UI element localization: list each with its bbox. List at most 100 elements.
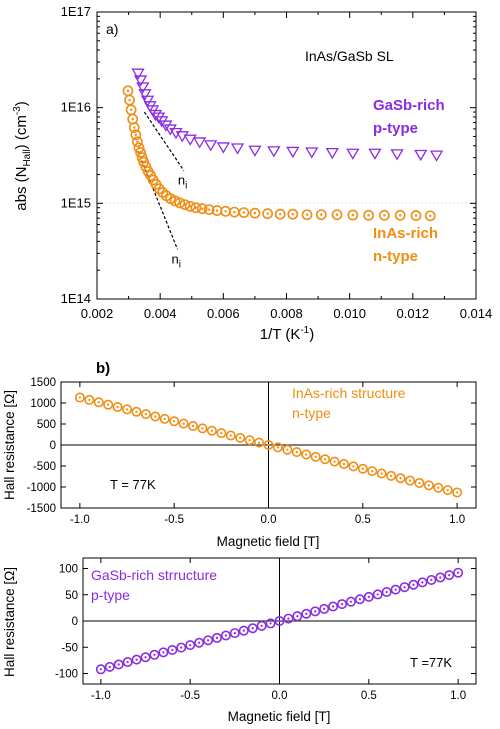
data-point-gasb <box>159 120 173 132</box>
data-point-inas-dot <box>278 212 282 216</box>
data-point-gasb <box>368 148 382 160</box>
y-tick-label: 50 <box>65 590 78 602</box>
x-tick-label: 0.5 <box>361 690 377 702</box>
data-point-inas <box>132 136 143 148</box>
x-tick-label-a: 0.014 <box>460 306 493 321</box>
data-point-dot <box>399 477 402 480</box>
data-point <box>426 574 437 585</box>
data-point-gasb <box>267 146 281 158</box>
data-point <box>122 404 133 415</box>
data-point <box>354 594 365 605</box>
data-point-gasb <box>286 146 300 159</box>
data-point-dot <box>439 576 442 579</box>
data-point-dot <box>371 470 374 473</box>
x-tick-label-a: 0.008 <box>270 306 303 321</box>
data-point <box>185 640 196 651</box>
data-point-inas <box>196 203 208 215</box>
y-tick-label: 100 <box>59 564 78 576</box>
data-point-dot <box>135 410 138 413</box>
data-point-inas <box>135 147 146 158</box>
data-point-dot <box>342 462 346 466</box>
data-point-gasb <box>140 95 155 107</box>
data-point <box>301 608 312 619</box>
data-point <box>178 418 189 429</box>
data-point-gasb <box>414 149 428 162</box>
data-point <box>301 449 312 460</box>
y-tick-label: -1000 <box>27 482 56 494</box>
data-point-dot <box>233 631 236 635</box>
data-point-inas-dot <box>128 98 131 102</box>
data-point-dot <box>239 436 242 439</box>
data-point-gasb <box>248 145 262 157</box>
data-point-dot <box>276 446 280 449</box>
y-tick-label-a: 1E14 <box>61 291 91 306</box>
data-point-dot <box>437 486 440 489</box>
data-point-dot <box>376 593 379 596</box>
data-point-dot <box>267 443 270 447</box>
panel-a: 0.002 0.004 0.006 0.008 0.010 0.012 0.014 1E14… <box>12 4 492 343</box>
data-point-inas <box>128 122 140 133</box>
y-tick-label: 1000 <box>30 398 56 410</box>
data-point-gasb <box>169 128 183 140</box>
plot-frame-a <box>96 11 477 300</box>
data-point-inas <box>424 210 436 222</box>
x-ticks-a: 0.002 0.004 0.006 0.008 0.010 0.012 0.014 <box>81 12 493 321</box>
data-point-gasb <box>305 147 319 159</box>
data-point <box>229 628 240 639</box>
panel-b: b) -1.0 -0.5 0.0 0.5 1.0 -1500 -1000 -500 0 500 1… <box>2 360 477 549</box>
data-point-dot <box>107 403 110 406</box>
data-point-inas <box>394 209 406 221</box>
y-tick-label-a: 1E17 <box>61 4 91 19</box>
data-point-dot <box>390 474 393 477</box>
x-axis-title-a: 1/T (K-1) <box>260 325 314 343</box>
y-tick-label: -500 <box>33 461 56 473</box>
data-point <box>167 644 178 655</box>
data-point <box>265 618 276 629</box>
data-point <box>113 659 124 670</box>
x-tick-label-a: 0.004 <box>144 306 177 321</box>
data-point-dot <box>88 398 91 402</box>
x-tick-label: 0.5 <box>355 514 371 526</box>
intrinsic-label: ni <box>178 173 187 192</box>
data-point-inas <box>174 197 186 209</box>
data-point-inas-dot <box>133 126 136 129</box>
data-point-dot <box>260 624 263 627</box>
data-point-inas <box>347 209 359 221</box>
data-point-dot <box>220 432 223 435</box>
y-tick-label: 1500 <box>30 377 56 389</box>
y-ticks-c: -100 -50 0 50 100 <box>55 564 476 681</box>
data-point <box>291 447 302 458</box>
x-ticks-b: -1.0 -0.5 0.0 0.5 1.0 <box>70 382 465 526</box>
data-point-dot <box>446 488 449 492</box>
x-tick-label: -0.5 <box>180 690 200 702</box>
data-point-inas <box>203 204 215 215</box>
data-point <box>103 399 114 410</box>
data-point-dot <box>385 590 388 594</box>
data-point-inas-dot <box>383 214 386 217</box>
data-point <box>452 487 463 498</box>
data-point <box>376 468 387 479</box>
data-point-inas-dot <box>131 117 134 121</box>
data-point-dot <box>180 646 183 649</box>
data-point <box>254 437 265 448</box>
data-point-inas-dot <box>207 208 211 211</box>
y-axis-title-c: Hall resistance [Ω] <box>2 567 17 677</box>
data-point <box>386 470 397 481</box>
data-point <box>381 587 392 598</box>
data-point-dot <box>296 615 299 618</box>
data-point-dot <box>125 408 129 411</box>
legend-gasb-line2: p-type <box>373 120 418 137</box>
data-point-dot <box>287 617 290 620</box>
data-point-inas-dot <box>136 140 139 143</box>
y-tick-label: -1500 <box>27 503 56 515</box>
data-point-inas-dot <box>399 214 402 217</box>
data-point <box>104 661 115 672</box>
data-point-inas <box>315 209 327 221</box>
data-point <box>158 647 169 658</box>
data-point-dot <box>144 656 147 659</box>
data-point-dot <box>427 484 430 487</box>
data-point-gasb <box>163 124 177 136</box>
panel-label-a: a) <box>106 21 118 37</box>
data-point <box>149 649 160 660</box>
data-point-gasb <box>151 112 166 124</box>
